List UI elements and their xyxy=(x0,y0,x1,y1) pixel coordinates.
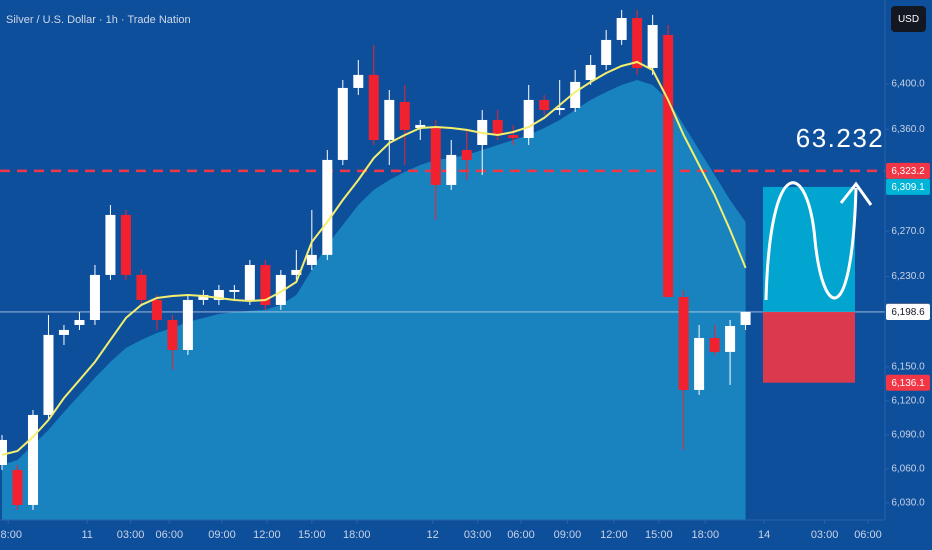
x-tick-label: 15:00 xyxy=(645,529,673,541)
candle-body xyxy=(694,337,705,390)
x-tick-label: 06:00 xyxy=(507,529,535,541)
y-tick-label: 6,270.0 xyxy=(891,226,925,237)
x-tick-label: 12:00 xyxy=(253,529,281,541)
candle-body xyxy=(632,17,643,69)
candle-body xyxy=(105,214,116,275)
candle-body xyxy=(151,299,162,320)
candle-body xyxy=(12,469,23,505)
x-tick-label: 06:00 xyxy=(854,529,882,541)
candle-body xyxy=(213,289,224,300)
candle-body xyxy=(508,135,519,138)
candle-body xyxy=(337,87,348,160)
candle-body xyxy=(709,337,720,352)
candle-body xyxy=(120,214,131,275)
chart-title: Silver / U.S. Dollar · 1h · Trade Nation xyxy=(6,14,191,26)
candle-body xyxy=(384,99,395,141)
currency-button[interactable] xyxy=(891,6,926,32)
candle-body xyxy=(260,264,271,305)
candle-body xyxy=(0,439,7,465)
x-tick-label: 18:00 xyxy=(343,529,371,541)
candle-body xyxy=(523,99,534,138)
x-tick-label: 15:00 xyxy=(298,529,326,541)
candle-body xyxy=(198,294,209,300)
annotation: 63.232 xyxy=(796,123,885,153)
y-tick-label: 6,030.0 xyxy=(891,497,925,508)
candle-body xyxy=(740,311,751,325)
plot-area xyxy=(0,9,885,520)
x-tick-label: 12 xyxy=(427,529,439,541)
area-band xyxy=(2,80,746,520)
y-tick-label: 6,150.0 xyxy=(891,362,925,373)
x-tick-label: 03:00 xyxy=(117,529,145,541)
candle-body xyxy=(601,39,612,65)
candle-body xyxy=(585,64,596,81)
projection-arrow xyxy=(839,181,873,206)
y-tick-label: 6,230.0 xyxy=(891,271,925,282)
candle-body xyxy=(353,74,364,88)
candle-body xyxy=(539,99,550,111)
x-tick-label: 03:00 xyxy=(464,529,492,541)
candle-body xyxy=(399,101,410,130)
y-tick-label: 6,060.0 xyxy=(891,463,925,474)
candle-body xyxy=(244,264,255,300)
x-tick-label: 09:00 xyxy=(208,529,236,541)
candle-body xyxy=(446,154,457,185)
x-tick-label: 11 xyxy=(81,529,92,541)
candle-body xyxy=(182,299,193,350)
candle-body xyxy=(554,107,565,111)
candle-body xyxy=(415,124,426,129)
price-label: 6,198.6 xyxy=(891,307,925,318)
y-tick-label: 6,090.0 xyxy=(891,430,925,441)
candle-body xyxy=(167,319,178,350)
x-tick-label: 03:00 xyxy=(811,529,839,541)
candle-body xyxy=(570,81,581,108)
y-tick-label: 6,360.0 xyxy=(891,124,925,135)
candle-body xyxy=(136,274,147,300)
x-tick-label: 06:00 xyxy=(156,529,184,541)
candle-body xyxy=(58,329,69,335)
price-label-box xyxy=(886,374,930,391)
price-label: 6,323.2 xyxy=(891,166,925,177)
candle-body xyxy=(368,74,379,141)
x-tick-label: 12:00 xyxy=(600,529,628,541)
candle-body xyxy=(461,149,472,160)
candle-body xyxy=(492,119,503,136)
candle-body xyxy=(89,274,100,320)
candle-body xyxy=(322,159,333,255)
candle-body xyxy=(306,254,317,265)
candle-body xyxy=(275,274,286,305)
candle-body xyxy=(616,17,627,40)
price-label: 6,136.1 xyxy=(891,378,925,389)
candle-body xyxy=(678,297,689,390)
price-label-box xyxy=(886,178,930,195)
candle-body xyxy=(43,334,54,415)
candle-body xyxy=(291,269,302,275)
price-label-box xyxy=(886,303,930,320)
y-tick-label: 6,120.0 xyxy=(891,396,925,407)
candle-body xyxy=(725,325,736,352)
candle-body xyxy=(74,319,85,325)
price-label: 6,309.1 xyxy=(891,182,925,193)
currency-label[interactable]: USD xyxy=(898,14,919,25)
x-tick-label: 09:00 xyxy=(554,529,582,541)
candle-body xyxy=(663,34,674,298)
candle-body xyxy=(27,414,38,505)
stop-zone xyxy=(763,311,855,383)
projection-curve xyxy=(764,181,858,301)
candle-body xyxy=(229,289,240,292)
candle-body xyxy=(430,127,441,185)
y-tick-label: 6,400.0 xyxy=(891,79,925,90)
x-tick-label: 18:00 xyxy=(0,529,22,541)
x-tick-label: 14 xyxy=(758,529,770,541)
ema-line xyxy=(1,60,747,456)
price-label-box xyxy=(886,162,930,179)
x-tick-label: 18:00 xyxy=(692,529,720,541)
candle-body xyxy=(647,25,658,69)
